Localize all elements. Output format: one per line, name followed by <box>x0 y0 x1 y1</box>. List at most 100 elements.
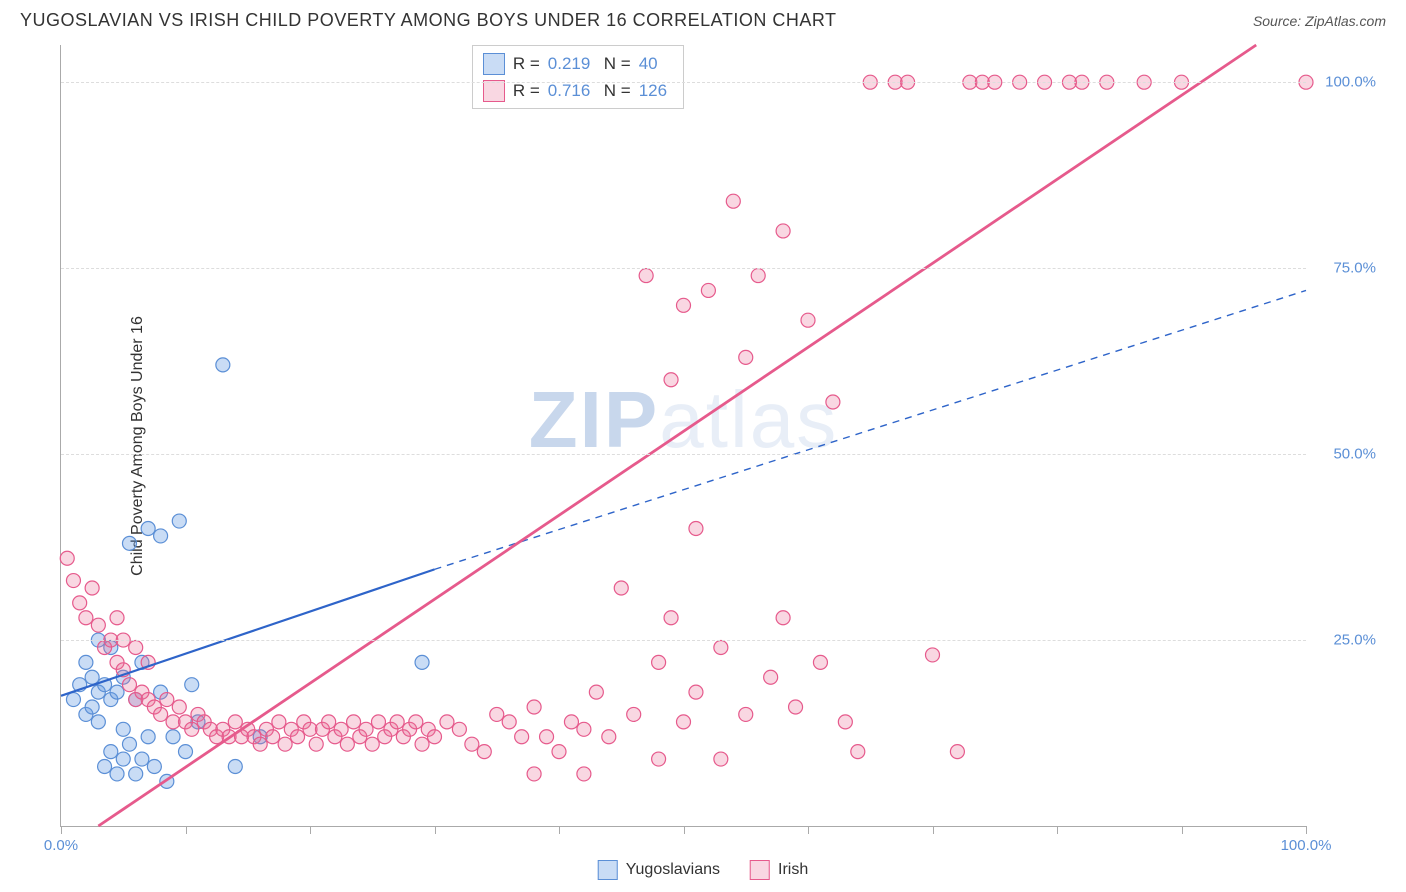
data-point-irish <box>79 611 93 625</box>
x-tick-label: 0.0% <box>44 837 78 854</box>
legend-swatch <box>598 860 618 880</box>
x-tick <box>1182 826 1183 834</box>
data-point-irish <box>652 655 666 669</box>
data-point-irish <box>776 224 790 238</box>
data-point-irish <box>490 707 504 721</box>
data-point-yugoslavians <box>228 759 242 773</box>
data-point-irish <box>639 269 653 283</box>
data-point-yugoslavians <box>216 358 230 372</box>
y-tick-label: 75.0% <box>1333 260 1376 277</box>
data-point-irish <box>677 298 691 312</box>
data-point-yugoslavians <box>91 715 105 729</box>
r-value: 0.219 <box>548 50 596 77</box>
data-point-yugoslavians <box>79 655 93 669</box>
data-point-irish <box>154 707 168 721</box>
data-point-irish <box>689 521 703 535</box>
y-tick-label: 25.0% <box>1333 632 1376 649</box>
series-legend: YugoslaviansIrish <box>598 860 809 880</box>
data-point-irish <box>415 737 429 751</box>
gridline <box>61 454 1306 455</box>
data-point-irish <box>540 730 554 744</box>
gridline <box>61 82 1306 83</box>
data-point-irish <box>851 745 865 759</box>
regression-line-dashed-yugoslavians <box>435 290 1307 569</box>
data-point-irish <box>801 313 815 327</box>
data-point-irish <box>515 730 529 744</box>
data-point-irish <box>409 715 423 729</box>
data-point-irish <box>390 715 404 729</box>
data-point-irish <box>309 737 323 751</box>
data-point-yugoslavians <box>116 752 130 766</box>
data-point-irish <box>577 722 591 736</box>
data-point-irish <box>322 715 336 729</box>
data-point-irish <box>85 581 99 595</box>
n-label: N = <box>604 50 631 77</box>
data-point-irish <box>714 752 728 766</box>
x-tick <box>684 826 685 834</box>
data-point-irish <box>110 611 124 625</box>
regression-line-irish <box>98 45 1256 826</box>
data-point-irish <box>614 581 628 595</box>
data-point-irish <box>228 715 242 729</box>
data-point-yugoslavians <box>116 722 130 736</box>
x-tick <box>1057 826 1058 834</box>
regression-line-yugoslavians <box>61 569 435 695</box>
data-point-irish <box>91 618 105 632</box>
chart-header: YUGOSLAVIAN VS IRISH CHILD POVERTY AMONG… <box>20 10 1386 31</box>
data-point-yugoslavians <box>122 737 136 751</box>
data-point-irish <box>428 730 442 744</box>
data-point-yugoslavians <box>135 752 149 766</box>
source-prefix: Source: <box>1253 13 1305 29</box>
source-attribution: Source: ZipAtlas.com <box>1253 13 1386 29</box>
x-tick <box>435 826 436 834</box>
x-tick <box>1306 826 1307 834</box>
data-point-irish <box>527 767 541 781</box>
x-tick <box>933 826 934 834</box>
data-point-irish <box>452 722 466 736</box>
data-point-yugoslavians <box>415 655 429 669</box>
data-point-irish <box>789 700 803 714</box>
legend-label: Irish <box>778 861 808 879</box>
data-point-yugoslavians <box>166 730 180 744</box>
data-point-yugoslavians <box>141 730 155 744</box>
data-point-irish <box>552 745 566 759</box>
data-point-irish <box>359 722 373 736</box>
data-point-irish <box>253 737 267 751</box>
data-point-irish <box>926 648 940 662</box>
data-point-irish <box>278 737 292 751</box>
data-point-yugoslavians <box>172 514 186 528</box>
data-point-irish <box>60 551 74 565</box>
plot-area: ZIPatlas R =0.219N =40R =0.716N =126 25.… <box>60 45 1306 827</box>
data-point-irish <box>371 715 385 729</box>
data-point-irish <box>701 283 715 297</box>
data-point-irish <box>172 700 186 714</box>
x-tick-label: 100.0% <box>1281 837 1332 854</box>
data-point-irish <box>160 693 174 707</box>
y-tick-label: 100.0% <box>1325 74 1376 91</box>
data-point-yugoslavians <box>66 693 80 707</box>
data-point-irish <box>589 685 603 699</box>
data-point-irish <box>334 722 348 736</box>
chart-title: YUGOSLAVIAN VS IRISH CHILD POVERTY AMONG… <box>20 10 837 31</box>
x-tick <box>310 826 311 834</box>
data-point-irish <box>739 707 753 721</box>
data-point-irish <box>751 269 765 283</box>
data-point-irish <box>764 670 778 684</box>
x-tick <box>186 826 187 834</box>
correlation-stats-box: R =0.219N =40R =0.716N =126 <box>472 45 684 109</box>
data-point-irish <box>347 715 361 729</box>
data-point-yugoslavians <box>141 521 155 535</box>
y-tick-label: 50.0% <box>1333 446 1376 463</box>
data-point-irish <box>677 715 691 729</box>
data-point-irish <box>185 722 199 736</box>
data-point-irish <box>776 611 790 625</box>
data-point-irish <box>73 596 87 610</box>
data-point-irish <box>726 194 740 208</box>
data-point-yugoslavians <box>98 759 112 773</box>
legend-swatch <box>750 860 770 880</box>
data-point-irish <box>950 745 964 759</box>
legend-item: Irish <box>750 860 808 880</box>
data-point-yugoslavians <box>122 536 136 550</box>
data-point-yugoslavians <box>179 745 193 759</box>
data-point-yugoslavians <box>110 767 124 781</box>
